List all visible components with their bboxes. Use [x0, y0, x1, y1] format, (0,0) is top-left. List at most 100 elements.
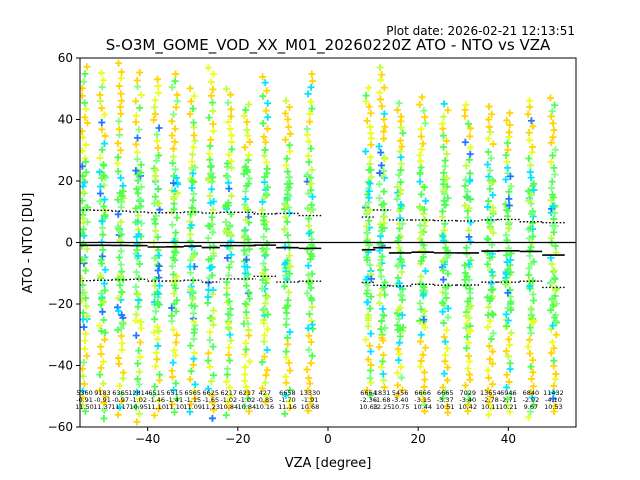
data-point	[526, 324, 534, 332]
data-point	[172, 70, 180, 78]
data-point	[304, 190, 312, 198]
data-point	[503, 206, 511, 214]
data-point	[114, 326, 122, 334]
data-point	[417, 125, 425, 133]
data-point	[261, 299, 269, 307]
data-point	[489, 329, 497, 337]
data-point	[151, 110, 159, 118]
data-point	[241, 201, 249, 209]
data-point	[485, 173, 493, 181]
data-point	[134, 303, 142, 311]
data-point	[96, 97, 104, 105]
data-point	[444, 363, 452, 371]
data-point	[502, 231, 510, 239]
data-point	[80, 189, 88, 197]
data-point	[114, 196, 122, 204]
data-point	[222, 218, 230, 226]
data-point	[486, 317, 494, 325]
data-point	[241, 300, 249, 308]
data-point	[441, 338, 449, 346]
data-point	[376, 262, 384, 270]
bin-count: 6840	[523, 389, 540, 397]
data-point	[399, 129, 407, 137]
data-point	[204, 293, 212, 301]
data-point	[416, 151, 424, 159]
data-point	[242, 256, 250, 264]
data-point	[306, 400, 314, 408]
data-point	[397, 363, 405, 371]
data-point	[504, 395, 512, 403]
data-point	[155, 397, 163, 405]
data-point	[224, 99, 232, 107]
data-point	[204, 64, 212, 72]
data-point	[380, 312, 388, 320]
data-point	[260, 316, 268, 324]
bin-std: 10.95	[129, 403, 148, 411]
bin-mean: -3.40	[459, 396, 476, 404]
data-point	[258, 384, 266, 392]
data-point	[153, 137, 161, 145]
data-point	[186, 84, 194, 92]
data-point	[242, 195, 250, 203]
data-point	[115, 59, 123, 67]
data-point	[397, 113, 405, 121]
data-point	[243, 274, 251, 282]
data-point	[417, 273, 425, 281]
data-point	[362, 92, 370, 100]
bin-std: 10.68	[301, 403, 320, 411]
data-point	[366, 374, 374, 382]
data-point	[101, 111, 109, 119]
data-point	[242, 339, 250, 347]
data-point	[190, 190, 198, 198]
data-point	[224, 398, 232, 406]
data-point	[363, 386, 371, 394]
data-point	[308, 303, 316, 311]
data-point	[286, 404, 294, 412]
data-point	[377, 363, 385, 371]
data-point	[547, 325, 555, 333]
data-point	[306, 380, 314, 388]
data-point	[225, 223, 233, 231]
data-point	[280, 226, 288, 234]
data-point	[461, 112, 469, 120]
data-point	[153, 75, 161, 83]
data-point	[82, 294, 90, 302]
bin-count: 6217	[221, 389, 238, 397]
data-point	[225, 271, 233, 279]
data-point	[260, 260, 268, 268]
data-point	[506, 293, 514, 301]
data-point	[376, 291, 384, 299]
data-point	[155, 327, 163, 335]
data-point	[82, 330, 90, 338]
data-point	[172, 339, 180, 347]
data-point	[421, 183, 429, 191]
plot-date: Plot date: 2026-02-21 12:13:51	[386, 24, 575, 38]
data-point	[80, 188, 87, 196]
data-point	[549, 152, 557, 160]
data-point	[462, 244, 470, 252]
data-point	[551, 146, 559, 154]
data-point	[416, 101, 424, 109]
data-point	[503, 383, 511, 391]
data-point	[225, 344, 233, 352]
data-point	[304, 407, 312, 415]
data-point	[191, 395, 199, 403]
data-point	[282, 348, 290, 356]
data-point	[483, 293, 491, 301]
data-point	[552, 317, 560, 325]
data-point	[550, 313, 558, 321]
x-tick-label: −40	[135, 432, 160, 446]
data-point	[227, 157, 235, 165]
data-point	[241, 402, 249, 410]
data-point	[225, 118, 233, 126]
data-point	[363, 256, 371, 264]
data-point	[240, 170, 248, 178]
bin-count: 6664	[360, 389, 377, 397]
y-tick-label: 60	[58, 51, 73, 65]
data-point	[155, 200, 163, 208]
data-point	[208, 99, 216, 107]
data-point	[549, 222, 557, 230]
data-point	[224, 310, 232, 318]
data-point	[81, 345, 89, 353]
data-point	[170, 408, 178, 416]
